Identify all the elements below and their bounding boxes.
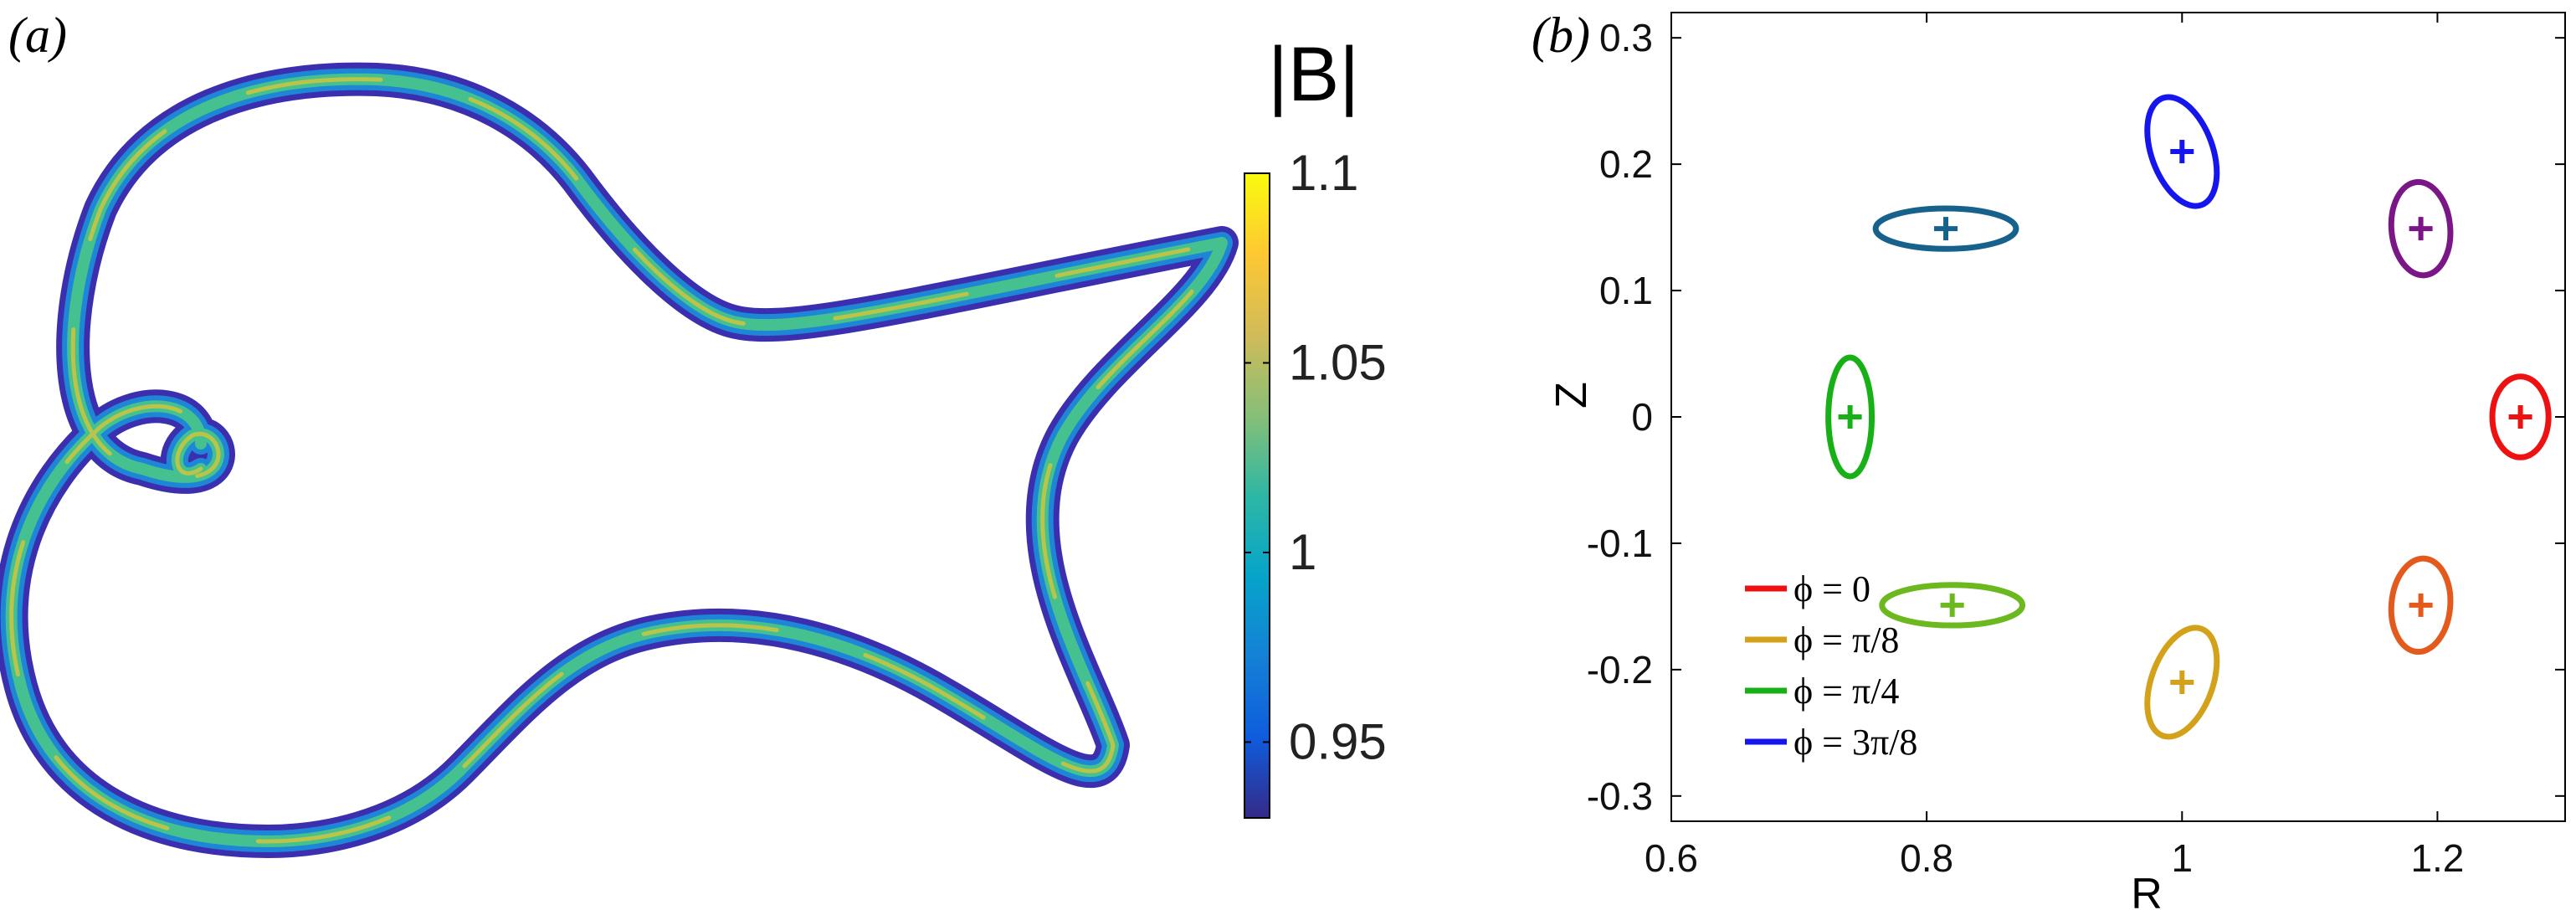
legend-label: ϕ = 0 [1793, 568, 1870, 609]
y-tick-label: -0.3 [1587, 774, 1653, 818]
flux-surface-curve [2144, 94, 2220, 209]
cross-section [1879, 582, 2026, 629]
x-tick-label: 1.2 [2410, 836, 2464, 880]
panel-b: (b) 0.6 0.8 1 1.2 0.3 0.2 0.1 0 -0.1 -0.2 -0.3 R Z… [1532, 8, 2566, 910]
flux-surface-curve [2388, 555, 2454, 656]
cross-section [2144, 94, 2220, 209]
ribbon-edge [0, 62, 1239, 858]
x-tick-label: 0.8 [1900, 836, 1953, 880]
colorbar-tick-label: 1.05 [1289, 334, 1387, 390]
legend: ϕ = 0 ϕ = π/8 ϕ = π/4 ϕ = 3π/8 [1745, 568, 1917, 763]
colorbar-ticks: 1.1 1.05 1 0.95 [1244, 145, 1387, 769]
cross-section [2489, 373, 2552, 460]
cross-section [2144, 625, 2220, 740]
legend-item: ϕ = π/8 [1745, 620, 1899, 661]
legend-label: ϕ = π/8 [1793, 620, 1899, 661]
legend-item: ϕ = π/4 [1745, 671, 1899, 712]
x-tick-label: 1 [2171, 836, 2193, 880]
y-tick-label: -0.2 [1587, 648, 1653, 691]
colorbar-tick-label: 1.1 [1289, 145, 1358, 201]
cross-section [2388, 178, 2454, 279]
x-tick-label: 0.6 [1645, 836, 1698, 880]
colorbar-tick-label: 1 [1289, 524, 1316, 580]
y-axis-label: Z [1547, 382, 1596, 409]
y-tick-label: 0 [1631, 395, 1653, 439]
y-tick-label: 0.3 [1599, 16, 1653, 59]
legend-item: ϕ = 3π/8 [1745, 722, 1917, 763]
ribbon-curve [0, 62, 1239, 858]
flux-surface-curve [2489, 373, 2552, 460]
cross-section-curves [1825, 94, 2552, 740]
legend-item: ϕ = 0 [1745, 568, 1870, 609]
flux-surface-curve [1825, 354, 1876, 480]
panel-b-label: (b) [1532, 8, 1590, 63]
colorbar-tick-label: 0.95 [1289, 713, 1387, 769]
y-tick-label: -0.1 [1587, 522, 1653, 565]
cross-section [1872, 205, 2019, 252]
cross-section [1825, 354, 1876, 480]
colorbar: |B| 1.1 1.05 1 0.95 [1244, 32, 1387, 819]
flux-surface-curve [2144, 625, 2220, 740]
cross-section [2388, 555, 2454, 656]
y-tick-label: 0.1 [1599, 269, 1653, 312]
x-axis-label: R [2131, 870, 2163, 910]
panel-a: (a) |B| 1.1 1.05 1 0.95 [0, 8, 1387, 858]
panel-a-label: (a) [8, 8, 67, 63]
ribbon-highlight [9, 77, 1224, 844]
legend-label: ϕ = 3π/8 [1793, 722, 1917, 763]
legend-label: ϕ = π/4 [1793, 671, 1899, 712]
y-tick-label: 0.2 [1599, 142, 1653, 186]
colorbar-title: |B| [1268, 32, 1359, 117]
flux-surface-curve [2388, 178, 2454, 279]
flux-surface-curve [1879, 582, 2026, 629]
colorbar-gradient [1244, 172, 1270, 819]
axis-ticks: 0.6 0.8 1 1.2 0.3 0.2 0.1 0 -0.1 -0.2 -0.3 [1587, 13, 2565, 880]
flux-surface-curve [1872, 205, 2019, 252]
